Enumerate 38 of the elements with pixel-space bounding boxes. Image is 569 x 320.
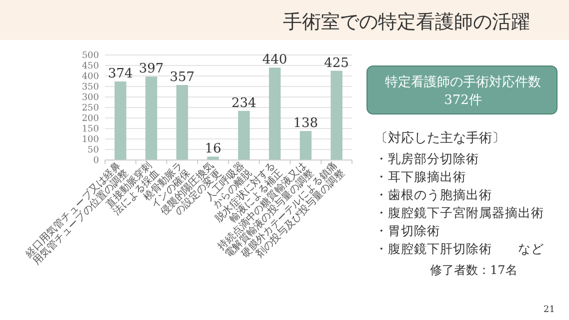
bar xyxy=(114,81,126,160)
bar xyxy=(300,131,312,160)
text: ・耳下腺摘出術 xyxy=(375,169,466,184)
data-label: 16 xyxy=(204,142,222,157)
data-label: 440 xyxy=(262,52,288,68)
bar xyxy=(176,85,188,160)
bar xyxy=(330,70,342,160)
text: ・胃切除術 xyxy=(375,223,440,238)
y-tick-label: 300 xyxy=(82,92,100,103)
text: 修了者数：17名 xyxy=(430,263,518,277)
text: ・腹腔鏡下肝切除術 など xyxy=(375,241,544,256)
data-label: 138 xyxy=(293,116,318,132)
data-label: 425 xyxy=(324,56,349,71)
y-tick-label: 500 xyxy=(82,50,100,61)
y-tick-label: 50 xyxy=(88,145,100,156)
bar xyxy=(145,76,158,160)
y-tick-label: 0 xyxy=(93,156,100,166)
y-tick-label: 150 xyxy=(82,124,100,134)
y-tick-label: 200 xyxy=(82,114,100,124)
bar xyxy=(238,110,250,160)
text: 21 xyxy=(544,305,555,315)
text: ・歯根のう胞摘出術 xyxy=(375,187,492,202)
y-tick-label: 100 xyxy=(82,134,100,145)
y-tick-label: 400 xyxy=(82,72,100,82)
data-label: 234 xyxy=(232,96,256,111)
text: ・乳房部分切除術 xyxy=(375,151,479,166)
y-tick-label: 250 xyxy=(82,103,100,114)
data-label: 397 xyxy=(138,62,164,77)
bar xyxy=(268,68,281,160)
text: 特定看護師の手術対応件数 372件 xyxy=(385,74,541,108)
text: 〔対応した主な手術〕 xyxy=(375,130,505,146)
y-tick-label: 350 xyxy=(82,82,100,92)
text: ・腹腔鏡下子宮附属器摘出術 xyxy=(375,205,544,220)
bar xyxy=(207,156,219,160)
y-tick-label: 450 xyxy=(82,61,100,72)
data-label: 357 xyxy=(170,70,195,86)
text: 手術室での特定看護師の活躍 xyxy=(283,11,530,33)
data-label: 374 xyxy=(108,66,133,82)
